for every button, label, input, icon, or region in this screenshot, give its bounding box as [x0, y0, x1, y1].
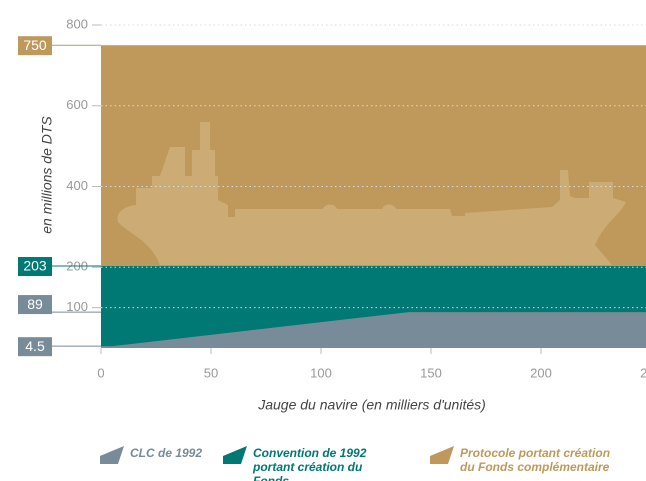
y-axis-label: en millions de DTS	[39, 116, 55, 234]
marker-label: 750	[23, 37, 47, 53]
x-tick-label: 50	[204, 365, 218, 380]
marker-label: 4.5	[25, 338, 45, 354]
legend-swatch	[223, 446, 247, 464]
legend-item: CLC de 1992	[100, 446, 202, 464]
legend-item: Protocole portant création du Fonds comp…	[430, 446, 620, 474]
legend-swatch	[100, 446, 124, 464]
y-tick-label: 600	[66, 97, 88, 112]
legend-item: Convention de 1992 portant création du F…	[223, 446, 398, 481]
x-axis-label: Jauge du navire (en milliers d'unités)	[257, 397, 486, 413]
marker-label: 89	[27, 296, 43, 312]
legend-label: CLC de 1992	[130, 446, 202, 460]
y-tick-label: 800	[66, 16, 88, 31]
x-tick-label: 250	[640, 365, 646, 380]
legend-icon	[100, 446, 124, 464]
x-tick-label: 150	[420, 365, 442, 380]
legend-swatch	[430, 446, 454, 464]
x-tick-label: 100	[310, 365, 332, 380]
legend-label: Convention de 1992 portant création du F…	[253, 446, 398, 481]
marker-label: 203	[23, 258, 47, 274]
front-layer	[101, 266, 646, 348]
x-tick-label: 200	[530, 365, 552, 380]
chart: en millions de DTS Jauge du navire (en m…	[0, 0, 646, 440]
page: en millions de DTS Jauge du navire (en m…	[0, 0, 646, 481]
legend: CLC de 1992 Convention de 1992 portant cr…	[0, 446, 646, 481]
x-tick-label: 0	[97, 365, 104, 380]
y-tick-label: 400	[66, 178, 88, 193]
legend-label: Protocole portant création du Fonds comp…	[460, 446, 620, 474]
legend-icon	[223, 446, 247, 464]
legend-icon	[430, 446, 454, 464]
